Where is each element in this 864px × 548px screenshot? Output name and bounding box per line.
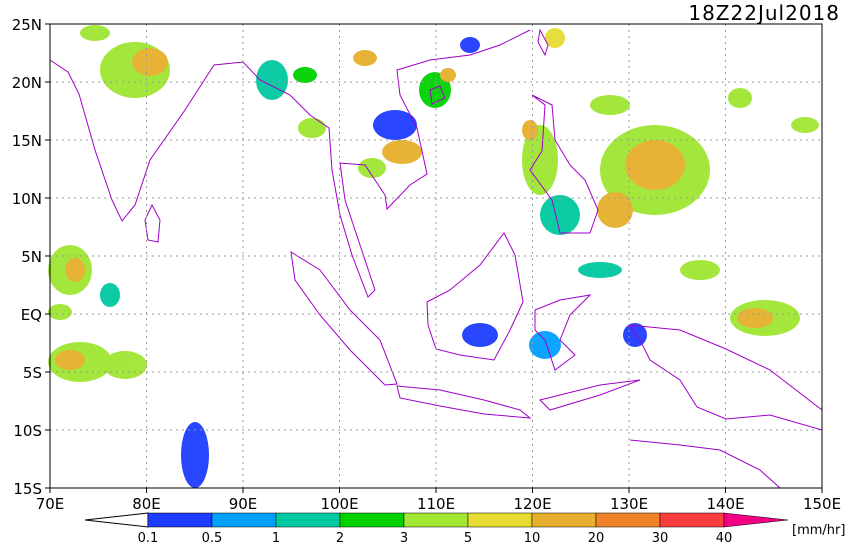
x-tick-label: 70E [36,495,65,513]
y-tick-label: 25N [12,16,42,34]
x-tick-label: 100E [320,495,358,513]
colorbar-high-triangle [723,512,789,528]
y-tick-label: 5S [23,364,42,382]
y-tick-label: 15S [13,480,42,498]
x-tick-label: 130E [610,495,648,513]
colorbar-swatch [467,512,533,528]
coastlines [49,28,823,489]
colorbar-label: 20 [588,531,605,544]
colorbar-label: 1 [272,531,280,544]
map-frame [49,23,823,489]
colorbar-swatch [403,512,469,528]
grid: 70E 80E 90E 100E 110E 120E 130E 140E 150E 25N 20N 1… [12,16,841,513]
y-tick-label: 5N [21,248,42,266]
colorbar-label: 40 [716,531,733,544]
colorbar-label: 10 [524,531,541,544]
colorbar-label: 0.5 [202,531,223,544]
precipitation-field [48,25,819,488]
colorbar-label: 5 [464,531,472,544]
colorbar-swatch [147,512,213,528]
x-tick-label: 90E [229,495,258,513]
colorbar-swatch [595,512,661,528]
colorbar-label: 2 [336,531,344,544]
colorbar: 0.1 0.5 1 2 3 5 10 20 30 40 [84,512,789,546]
y-tick-label: 10S [13,422,42,440]
map-title: 18Z22Jul2018 [688,1,840,25]
y-tick-label: 15N [12,132,42,150]
colorbar-label: 3 [400,531,408,544]
colorbar-label: 0.1 [138,531,159,544]
x-tick-label: 150E [803,495,841,513]
colorbar-swatch [339,512,405,528]
colorbar-swatch [659,512,725,528]
x-tick-label: 140E [706,495,744,513]
colorbar-label: 30 [652,531,669,544]
colorbar-unit: [mm/hr] [792,523,845,538]
colorbar-swatch [211,512,277,528]
colorbar-swatch [531,512,597,528]
y-tick-label: EQ [21,306,42,324]
x-tick-label: 80E [132,495,161,513]
x-tick-label: 110E [417,495,455,513]
x-tick-label: 120E [513,495,551,513]
colorbar-swatch [275,512,341,528]
y-tick-label: 10N [12,190,42,208]
y-tick-label: 20N [12,74,42,92]
